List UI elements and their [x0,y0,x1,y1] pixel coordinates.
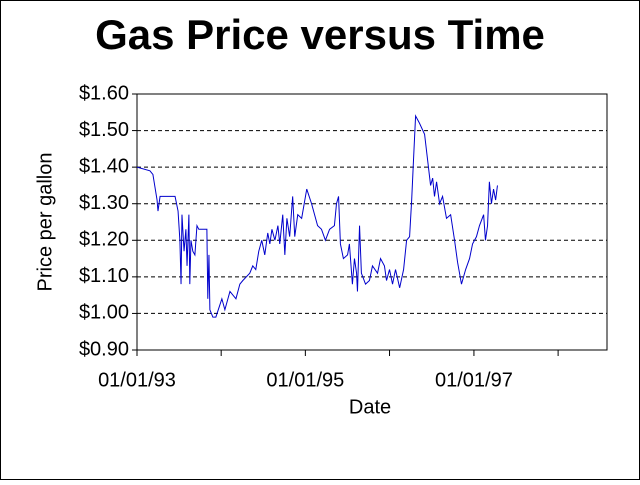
plot-area [137,94,607,350]
x-tick-label: 01/01/97 [435,369,513,391]
line-series [136,114,498,318]
y-tick-label: $1.60 [79,82,129,104]
y-tick-label: $1.30 [79,192,129,214]
y-tick-label: $0.90 [79,338,129,360]
y-tick-label: $1.00 [79,302,129,324]
y-tick-label: $1.10 [79,265,129,287]
y-tick-label: $1.50 [79,119,129,141]
y-axis-label: Price per gallon [34,153,56,292]
plot-border [136,93,608,351]
x-tick-label: 01/01/93 [98,369,176,391]
x-axis-label: Date [349,396,391,418]
y-tick-label: $1.20 [79,229,129,251]
x-tick-label: 01/01/95 [266,369,344,391]
chart-title: Gas Price versus Time [95,11,545,58]
y-tick-label: $1.40 [79,155,129,177]
